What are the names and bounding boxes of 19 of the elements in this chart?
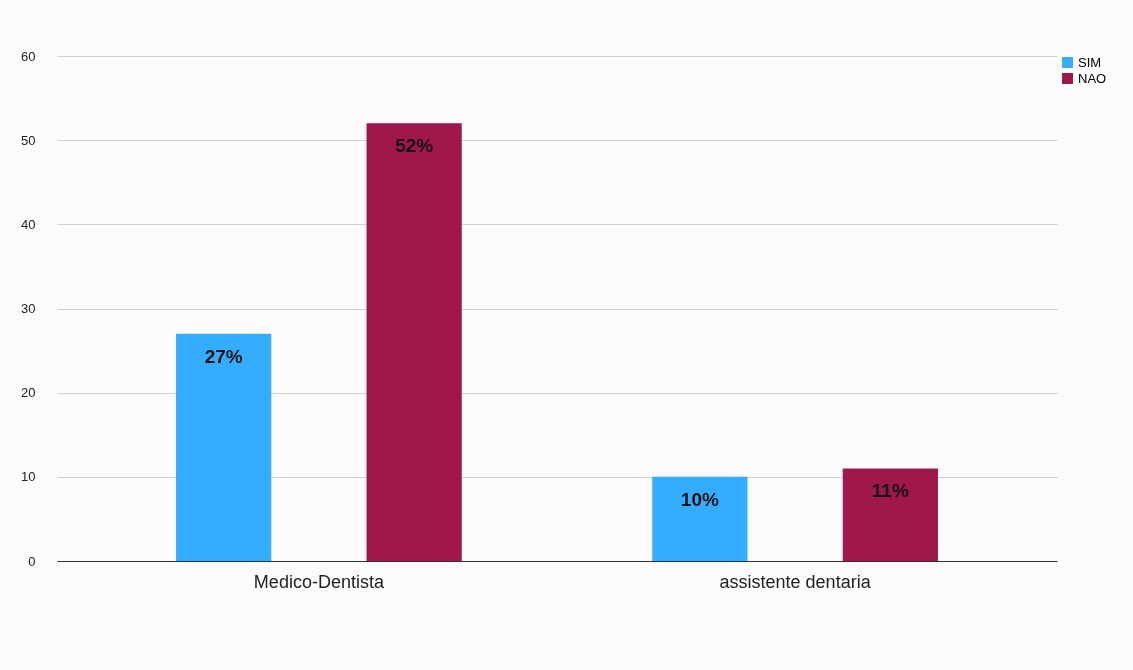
y-tick-label: 40 [21, 216, 36, 232]
y-tick-label: 10 [21, 469, 36, 485]
bar [366, 123, 462, 561]
legend-label: NAO [1078, 70, 1107, 86]
data-label: 11% [871, 480, 909, 502]
y-tick-label: 20 [21, 385, 36, 401]
data-label: 10% [680, 488, 719, 510]
legend-label: SIM [1078, 54, 1102, 70]
y-tick-label: 50 [21, 132, 36, 148]
x-tick-label: Medico-Dentista [253, 571, 385, 592]
data-label: 27% [204, 345, 243, 367]
y-tick-label: 60 [21, 48, 36, 64]
y-tick-label: 30 [21, 301, 36, 316]
data-label: 52% [395, 135, 434, 157]
y-tick-label: 0 [28, 553, 36, 569]
bar [842, 468, 938, 561]
bar [652, 476, 748, 561]
x-tick-label: assistente dentaria [719, 571, 872, 592]
bar [176, 333, 272, 561]
